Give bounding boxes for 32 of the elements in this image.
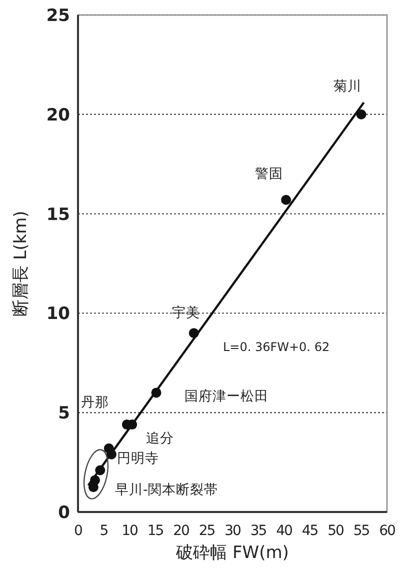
x-axis-title: 破砕幅 FW(m) [175,543,289,563]
y-tick-label: 10 [46,304,70,324]
x-tick-label: 5 [100,523,108,539]
x-tick-label: 35 [250,523,266,539]
annotation: 追分 [146,430,174,447]
annotation: 早川-関本断裂帯 [114,482,218,498]
x-tick-label: 30 [224,523,240,539]
y-axis-title: 断層長 L(km) [11,210,31,316]
y-tick-label: 25 [46,6,70,26]
x-tick-label: 45 [302,523,318,539]
annotation: 宇美 [172,305,200,322]
x-tick-label: 10 [122,523,138,539]
annotation: 丹那 [80,394,109,411]
y-tick-label: 0 [58,503,70,523]
x-tick-label: 25 [198,523,215,539]
annotation: L=0. 36FW+0. 62 [222,340,330,354]
y-tick-label: 20 [46,105,70,126]
x-tick-label: 0 [74,523,82,539]
point [356,109,366,120]
x-tick-label: 40 [276,523,292,539]
annotation: 警固 [255,166,284,182]
annotation: 菊川 [333,78,362,94]
point [281,194,292,205]
x-tick-label: 20 [173,523,189,539]
x-tick-label: 50 [328,523,344,539]
annotation: 円明寺 [116,450,159,466]
x-tick-label: 60 [379,523,395,539]
y-tick-label: 15 [46,204,70,225]
x-tick-label: 15 [147,523,164,539]
y-tick-label: 5 [58,404,70,424]
annotation: 国府津ー松田 [184,388,268,405]
x-tick-label: 55 [353,523,370,539]
